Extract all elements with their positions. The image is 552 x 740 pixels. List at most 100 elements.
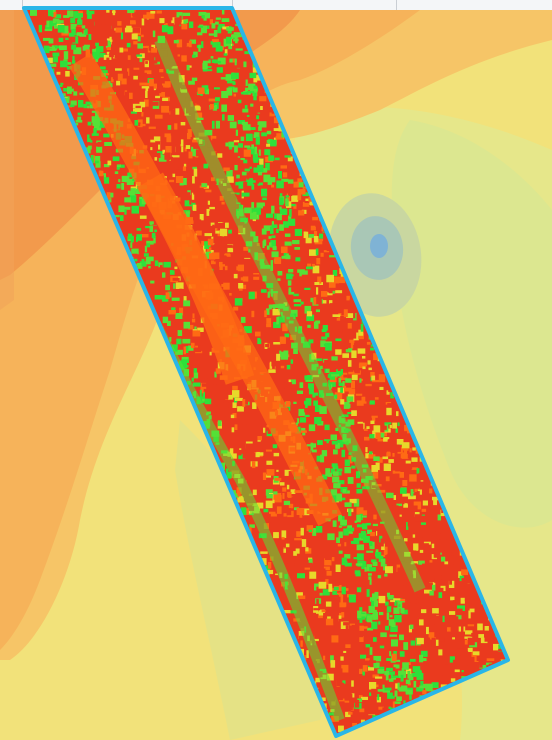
index-pixel <box>356 489 363 494</box>
index-pixel <box>279 193 283 196</box>
index-pixel <box>209 19 213 25</box>
index-pixel <box>92 48 97 52</box>
index-pixel <box>385 601 389 606</box>
index-pixel <box>241 171 249 176</box>
index-pixel <box>282 519 286 526</box>
index-pixel <box>348 455 353 464</box>
index-pixel <box>172 24 180 31</box>
index-pixel <box>288 218 296 226</box>
index-pixel <box>477 623 483 631</box>
index-pixel <box>278 368 286 373</box>
index-pixel <box>397 601 405 609</box>
index-pixel <box>141 77 147 81</box>
index-pixel <box>257 165 264 172</box>
index-pixel <box>116 80 121 86</box>
index-pixel <box>304 287 311 290</box>
index-pixel <box>344 466 351 474</box>
index-pixel <box>159 18 165 24</box>
index-pixel <box>409 550 413 558</box>
index-pixel <box>344 502 352 507</box>
index-pixel <box>313 400 318 406</box>
index-pixel <box>277 271 283 276</box>
index-pixel <box>109 52 114 58</box>
index-pixel <box>270 260 273 268</box>
index-pixel <box>243 246 249 251</box>
index-pixel <box>327 472 332 477</box>
index-pixel <box>290 359 294 364</box>
index-pixel <box>271 184 275 188</box>
index-pixel <box>336 678 343 686</box>
index-pixel <box>193 347 202 352</box>
index-pixel <box>461 569 468 576</box>
index-pixel <box>315 320 321 324</box>
index-pixel <box>182 40 189 47</box>
index-pixel <box>193 168 198 177</box>
index-pixel <box>117 21 122 26</box>
index-pixel <box>130 20 136 25</box>
index-pixel <box>140 89 144 93</box>
index-pixel <box>294 490 303 493</box>
index-pixel <box>355 563 363 566</box>
index-pixel <box>260 106 263 110</box>
index-pixel <box>188 151 193 159</box>
index-pixel <box>318 581 327 589</box>
index-pixel <box>390 600 395 603</box>
index-pixel <box>233 306 239 311</box>
index-pixel <box>90 140 93 143</box>
index-pixel <box>222 114 225 121</box>
index-pixel <box>211 177 215 182</box>
index-pixel <box>320 252 324 257</box>
index-pixel <box>134 105 142 112</box>
index-pixel <box>201 240 205 246</box>
index-pixel <box>90 155 94 163</box>
index-pixel <box>287 491 292 498</box>
index-pixel <box>269 242 272 247</box>
index-pixel <box>169 254 173 261</box>
index-pixel <box>236 174 240 179</box>
index-pixel <box>293 401 297 404</box>
index-pixel <box>251 274 259 277</box>
index-pixel <box>386 411 392 420</box>
index-pixel <box>194 309 201 313</box>
index-pixel <box>152 30 156 38</box>
index-pixel <box>260 448 267 453</box>
index-pixel <box>317 440 323 445</box>
index-pixel <box>413 543 419 551</box>
index-pixel <box>283 174 292 178</box>
index-pixel <box>387 592 390 598</box>
index-pixel <box>168 310 176 315</box>
index-pixel <box>151 101 159 106</box>
index-pixel <box>345 348 353 353</box>
index-pixel <box>229 399 235 403</box>
index-pixel <box>453 603 459 607</box>
index-pixel <box>412 603 416 607</box>
index-pixel <box>281 530 287 538</box>
index-pixel <box>340 369 343 375</box>
index-pixel <box>286 364 291 370</box>
index-pixel <box>234 60 237 66</box>
index-pixel <box>358 332 364 340</box>
index-pixel <box>105 40 111 49</box>
index-pixel <box>246 395 252 401</box>
index-pixel <box>442 638 445 645</box>
index-pixel <box>192 313 195 318</box>
index-pixel <box>251 180 256 183</box>
index-pixel <box>117 73 123 81</box>
index-pixel <box>198 11 207 16</box>
index-pixel <box>284 233 291 237</box>
index-pixel <box>372 674 379 678</box>
index-pixel <box>460 672 467 676</box>
index-pixel <box>362 324 368 332</box>
index-pixel <box>159 92 165 97</box>
index-pixel <box>314 405 322 412</box>
index-pixel <box>66 62 72 65</box>
index-pixel <box>171 344 178 352</box>
index-pixel <box>261 228 267 235</box>
index-pixel <box>239 293 246 297</box>
index-pixel <box>332 320 340 324</box>
index-pixel <box>287 179 294 184</box>
index-pixel <box>70 23 77 30</box>
index-pixel <box>118 179 121 183</box>
index-pixel <box>167 320 171 326</box>
